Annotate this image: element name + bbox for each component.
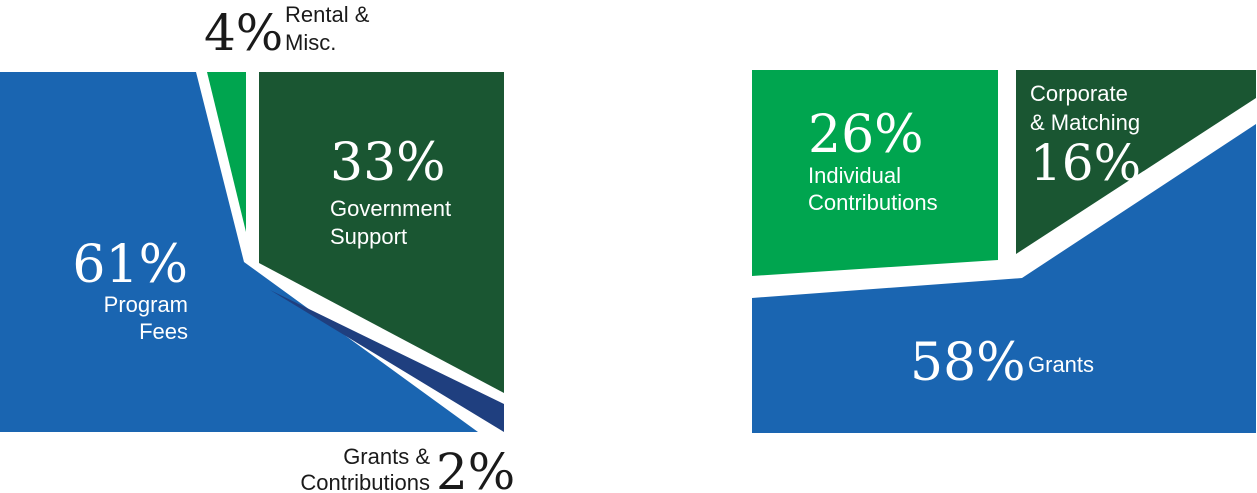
rental-misc-pct: 4%	[204, 4, 283, 62]
government-support-label-line1: Government	[330, 196, 451, 221]
program-fees-pct: 61%	[72, 235, 188, 295]
right-chart: 26% Individual Contributions Corporate &…	[752, 70, 1256, 433]
rental-misc-label-line1: Rental &	[285, 2, 370, 27]
individual-contributions-pct: 26%	[808, 105, 924, 165]
corporate-matching-label-line2: & Matching	[1030, 110, 1140, 135]
grants-contributions-label-line2: Contributions	[300, 470, 430, 493]
individual-contributions-label-line2: Contributions	[808, 190, 938, 215]
grants-contributions-pct: 2%	[436, 443, 515, 493]
individual-contributions-slice	[752, 70, 998, 276]
corporate-matching-pct: 16%	[1030, 134, 1141, 192]
grants-contributions-label-line1: Grants &	[343, 444, 430, 469]
government-support-label-line2: Support	[330, 224, 407, 249]
program-fees-label-line2: Fees	[139, 319, 188, 344]
grants-label: Grants	[1028, 352, 1094, 377]
grants-contributions-slice	[270, 290, 504, 432]
grants-slice	[752, 124, 1256, 433]
government-support-pct: 33%	[330, 133, 446, 193]
grants-pct: 58%	[910, 333, 1026, 393]
rental-misc-slice	[207, 72, 246, 232]
government-support-slice	[259, 72, 504, 393]
rental-misc-label-line2: Misc.	[285, 30, 336, 55]
program-fees-slice	[0, 72, 478, 432]
program-fees-label-line1: Program	[104, 292, 188, 317]
corporate-matching-label-line1: Corporate	[1030, 81, 1128, 106]
individual-contributions-label-line1: Individual	[808, 163, 901, 188]
corporate-matching-slice	[1016, 70, 1256, 254]
left-chart: 61% Program Fees 4% Rental & Misc. 33% G…	[0, 2, 515, 493]
